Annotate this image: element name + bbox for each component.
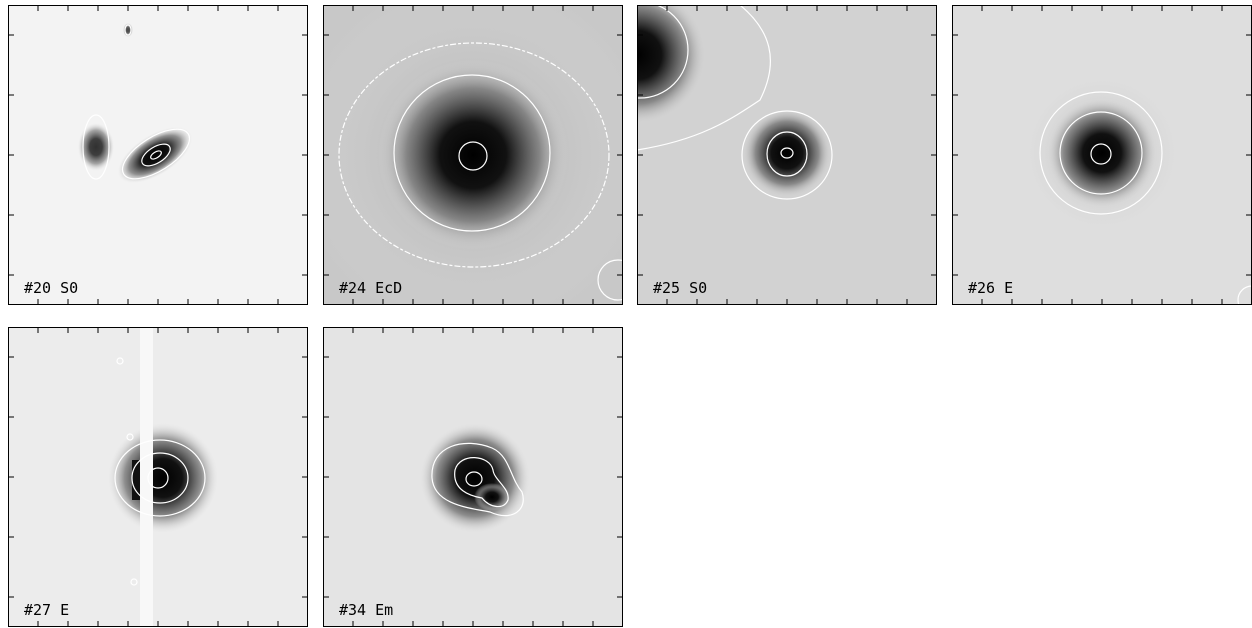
panel-label: #26 E bbox=[968, 279, 1013, 297]
panel bbox=[323, 5, 623, 305]
panel bbox=[952, 5, 1252, 305]
panel bbox=[323, 327, 623, 627]
panel-label: #25 S0 bbox=[653, 279, 707, 297]
panel bbox=[8, 327, 308, 627]
panel-label: #34 Em bbox=[339, 601, 393, 619]
panel-label: #24 EcD bbox=[339, 279, 402, 297]
panel bbox=[637, 5, 937, 305]
panel bbox=[8, 5, 308, 305]
panel-label: #20 S0 bbox=[24, 279, 78, 297]
panel-label: #27 E bbox=[24, 601, 69, 619]
frames bbox=[8, 5, 1252, 627]
